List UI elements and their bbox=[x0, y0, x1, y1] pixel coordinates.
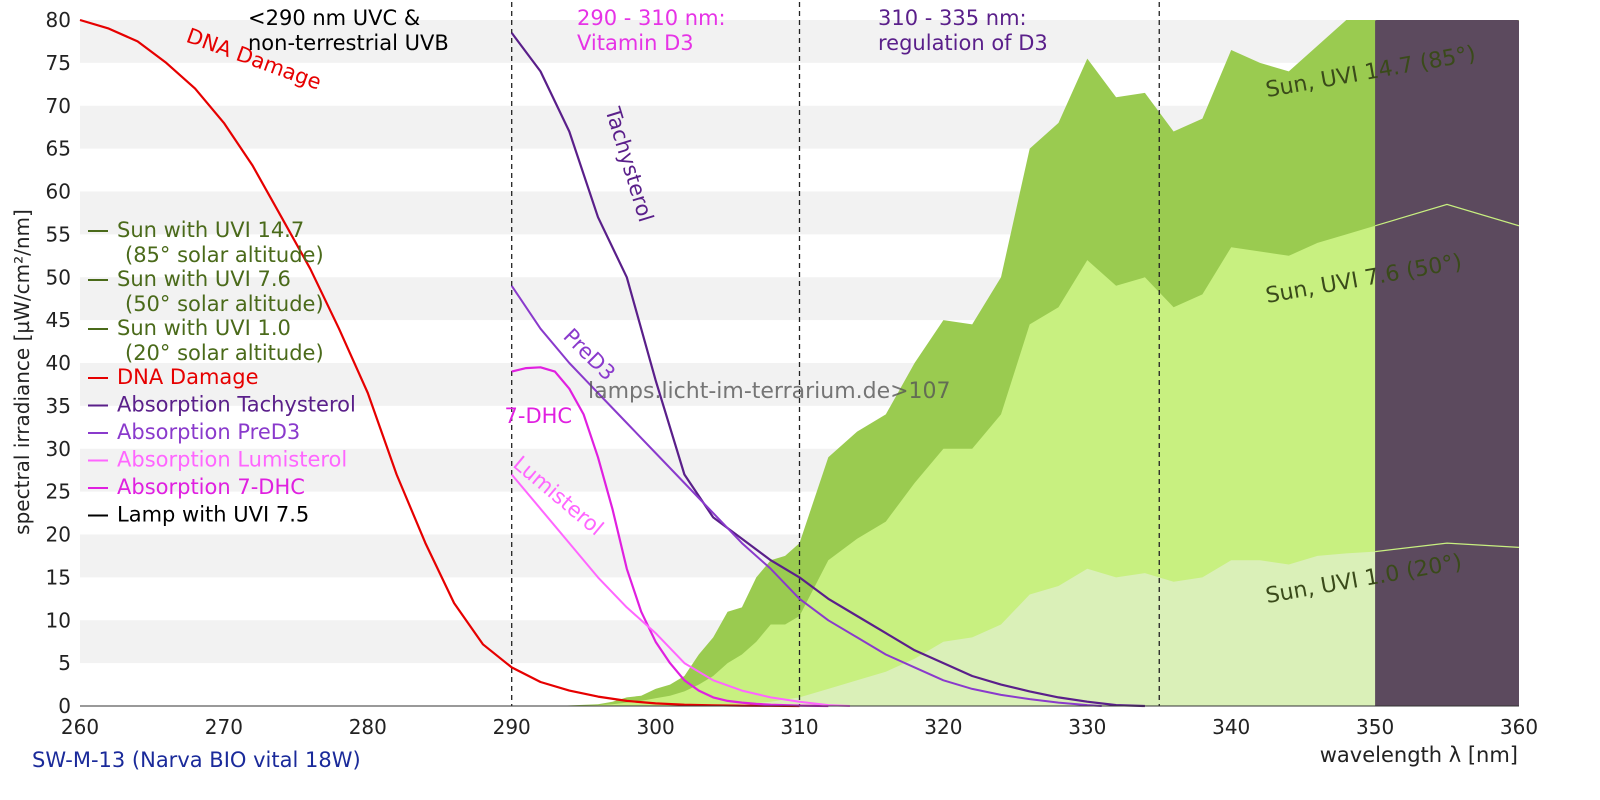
y-tick-label: 25 bbox=[46, 480, 71, 504]
y-tick-label: 80 bbox=[46, 8, 71, 32]
region-label-2-line2: Vitamin D3 bbox=[577, 31, 694, 55]
legend-label-7: Absorption Lumisterol bbox=[117, 448, 347, 472]
legend-sublabel-1: (85° solar altitude) bbox=[125, 243, 324, 267]
legend-label-6: Absorption PreD3 bbox=[117, 420, 300, 444]
legend-label-5: Absorption Tachysterol bbox=[117, 393, 356, 417]
y-tick-label: 0 bbox=[58, 694, 71, 718]
x-tick-label: 330 bbox=[1068, 715, 1106, 739]
y-tick-label: 70 bbox=[46, 94, 71, 118]
x-axis-label: wavelength λ [nm] bbox=[1320, 743, 1518, 767]
region-label-1-line2: non-terrestrial UVB bbox=[248, 31, 449, 55]
shaded-peak-line-1 bbox=[1375, 20, 1519, 21]
legend-sublabel-3: (20° solar altitude) bbox=[125, 341, 324, 365]
y-tick-label: 20 bbox=[46, 523, 71, 547]
curve-absorption-tachysterol bbox=[510, 32, 1145, 708]
x-tick-label: 280 bbox=[349, 715, 387, 739]
y-tick-label: 35 bbox=[46, 394, 71, 418]
y-axis-label: spectral irradiance [µW/cm²/nm] bbox=[10, 209, 34, 535]
sun-areas bbox=[554, 20, 1519, 706]
legend-label-1: Sun with UVI 14.7 bbox=[117, 218, 304, 242]
x-tick-label: 350 bbox=[1356, 715, 1394, 739]
y-tick-label: 10 bbox=[46, 608, 71, 632]
curve-absorption-pred3 bbox=[510, 285, 1102, 707]
x-tick-label: 300 bbox=[637, 715, 675, 739]
y-tick-label: 45 bbox=[46, 308, 71, 332]
y-tick-label: 60 bbox=[46, 180, 71, 204]
y-tick-label: 5 bbox=[58, 651, 71, 675]
curve-label-7-dhc: 7-DHC bbox=[505, 404, 573, 428]
legend-label-3: Sun with UVI 1.0 bbox=[117, 316, 291, 340]
region-label-3-line1: 310 - 335 nm: bbox=[878, 6, 1027, 30]
region-label-1-line1: <290 nm UVC & bbox=[248, 6, 420, 30]
y-tick-label: 50 bbox=[46, 265, 71, 289]
region-label-2-line1: 290 - 310 nm: bbox=[577, 6, 726, 30]
chart-caption: SW-M-13 (Narva BIO vital 18W) bbox=[32, 748, 361, 772]
y-tick-label: 30 bbox=[46, 437, 71, 461]
region-boundaries bbox=[511, 2, 1160, 706]
y-tick-label: 40 bbox=[46, 351, 71, 375]
absorption-curves bbox=[79, 18, 1145, 708]
shaded-region-rect bbox=[1375, 20, 1519, 706]
x-tick-label: 340 bbox=[1212, 715, 1250, 739]
x-tick-label: 270 bbox=[205, 715, 243, 739]
y-tick-label: 15 bbox=[46, 565, 71, 589]
legend-label-4: DNA Damage bbox=[117, 365, 259, 389]
x-tick-label: 320 bbox=[924, 715, 962, 739]
x-tick-label: 310 bbox=[780, 715, 818, 739]
shaded-region bbox=[1374, 20, 1519, 706]
curve-absorption-7-dhc bbox=[511, 366, 829, 708]
y-tick-label: 65 bbox=[46, 137, 71, 161]
axes: 260 270 280 290 300 310 320 330 340 350 360 0 5 10 15 2… bbox=[46, 8, 1539, 739]
x-tick-label: 290 bbox=[493, 715, 531, 739]
shaded-peak-line-3 bbox=[1375, 542, 1519, 553]
legend-label-2: Sun with UVI 7.6 bbox=[117, 267, 291, 291]
x-tick-label: 260 bbox=[61, 715, 99, 739]
legend-label-9: Lamp with UVI 7.5 bbox=[117, 503, 309, 527]
shaded-peak-line-2 bbox=[1374, 203, 1519, 227]
region-labels: <290 nm UVC &non-terrestrial UVB 290 - 31… bbox=[248, 6, 1048, 55]
y-tick-label: 75 bbox=[46, 51, 71, 75]
curve-absorption-lumisterol bbox=[510, 473, 850, 707]
watermark: lamps.licht-im-terrarium.de>107 bbox=[588, 379, 951, 404]
curve-dna-damage bbox=[79, 18, 800, 708]
y-tick-label: 55 bbox=[46, 222, 71, 246]
legend-label-8: Absorption 7-DHC bbox=[117, 475, 305, 499]
x-tick-label: 360 bbox=[1500, 715, 1538, 739]
region-label-3-line2: regulation of D3 bbox=[878, 31, 1048, 55]
legend-sublabel-2: (50° solar altitude) bbox=[125, 292, 324, 316]
legend: Sun with UVI 14.7(85° solar altitude)Sun… bbox=[88, 218, 356, 527]
sun-area-3 bbox=[713, 543, 1519, 706]
